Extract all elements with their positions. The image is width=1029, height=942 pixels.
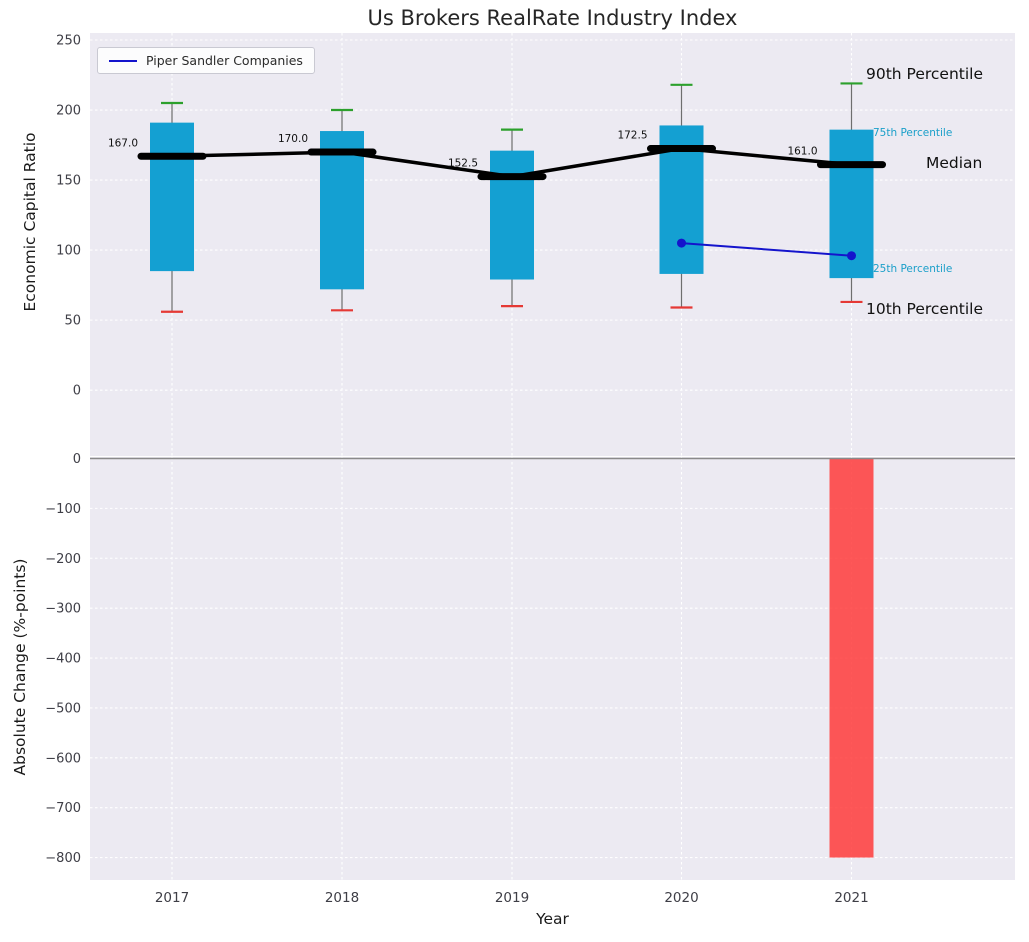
legend-line-sample: [109, 59, 137, 62]
median-value-2017: 167.0: [108, 137, 138, 149]
median-value-2020: 172.5: [617, 130, 647, 142]
ytick-bottom--700: −700: [45, 801, 81, 816]
x-axis-label-year: Year: [536, 910, 569, 928]
ytick-bottom--400: −400: [45, 652, 81, 667]
y-axis-label-absolute-change: Absolute Change (%-points): [11, 558, 29, 776]
iqr-box-2017: [150, 122, 194, 272]
median-value-2019: 152.5: [448, 158, 478, 170]
median-value-2021: 161.0: [787, 146, 817, 158]
annotation-10th-percentile: 10th Percentile: [866, 300, 984, 318]
ytick-top-0: 0: [73, 384, 81, 399]
ytick-bottom--800: −800: [45, 851, 81, 866]
ytick-top-150: 150: [56, 174, 81, 189]
xtick-2021: 2021: [834, 890, 868, 906]
xtick-2018: 2018: [325, 890, 359, 906]
y-axis-label-economic-capital-ratio: Economic Capital Ratio: [21, 132, 39, 312]
ytick-top-200: 200: [56, 104, 81, 119]
annotation-median: Median: [926, 154, 983, 172]
ytick-bottom--600: −600: [45, 751, 81, 766]
annotation-75th-percentile: 75th Percentile: [873, 127, 953, 139]
ytick-bottom--500: −500: [45, 701, 81, 716]
legend: Piper Sandler Companies: [97, 47, 315, 74]
panel-bottom-background: [90, 457, 1015, 880]
chart-title: Us Brokers RealRate Industry Index: [367, 6, 738, 30]
ytick-bottom--100: −100: [45, 502, 81, 517]
company-series-point-2021: [847, 251, 856, 261]
ytick-top-250: 250: [56, 34, 81, 49]
xtick-2017: 2017: [155, 890, 189, 906]
ytick-bottom--300: −300: [45, 602, 81, 617]
panel-top-background: [90, 33, 1015, 456]
legend-label: Piper Sandler Companies: [146, 53, 303, 68]
annotation-25th-percentile: 25th Percentile: [873, 263, 953, 275]
median-value-2018: 170.0: [278, 133, 308, 145]
xtick-2020: 2020: [664, 890, 698, 906]
xtick-2019: 2019: [495, 890, 529, 906]
ytick-top-100: 100: [56, 244, 81, 259]
ytick-top-50: 50: [64, 314, 81, 329]
ytick-bottom-0: 0: [73, 452, 81, 467]
company-series-point-2020: [677, 238, 686, 248]
iqr-box-2019: [490, 150, 534, 280]
company-series-line: [681, 242, 852, 257]
ytick-bottom--200: −200: [45, 552, 81, 567]
iqr-box-2018: [320, 131, 364, 290]
change-bar-2021: [829, 458, 874, 858]
annotation-90th-percentile: 90th Percentile: [866, 65, 984, 83]
